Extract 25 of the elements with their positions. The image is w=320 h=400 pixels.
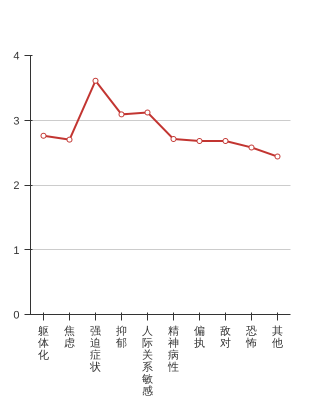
y-tick-label: 1 [13,244,20,257]
point [118,111,124,118]
x-tick-label: 人际关系敏感 [142,326,153,398]
x-tick-label: 恐怖 [245,326,257,350]
x-tick-label: 偏执 [194,326,205,350]
point [222,138,228,144]
point [92,78,98,84]
point [170,136,176,142]
point [40,132,46,139]
point [274,154,280,160]
point [66,136,72,143]
point [144,109,150,116]
x-tick-label: 其他 [272,324,283,350]
x-tick-label: 焦虑 [64,326,75,350]
x-tick-label: 躯体化 [38,326,49,362]
x-tick-label: 敌对 [220,326,231,350]
point [196,138,202,144]
y-tick-label: 3 [13,115,20,128]
point [248,144,254,150]
x-tick-label: 精神病性 [167,326,179,374]
x-tick-label: 抑郁 [116,326,127,350]
y-tick-label: 0 [13,310,20,322]
y-tick-label: 4 [13,50,20,62]
x-tick-label: 强迫症状 [89,326,101,374]
y-tick-label: 2 [13,180,20,192]
